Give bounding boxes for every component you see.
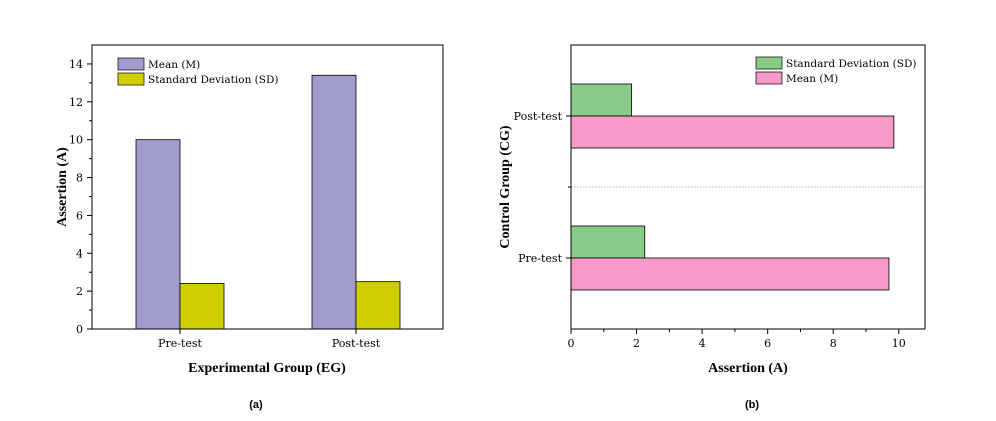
bar-mean-1 [311, 74, 357, 330]
x-tick-label: 0 [568, 337, 575, 350]
chart-b: 0 2 4 6 8 10 Pre-test Post-test Assertion (A) Con… [498, 44, 926, 411]
legend-swatch [117, 72, 145, 86]
y-tick-label: 4 [76, 247, 83, 260]
y-tick-label: 2 [76, 285, 83, 298]
y-axis-title: Assertion (A) [55, 147, 70, 227]
legend-swatch [755, 71, 783, 85]
y-tick-label: Pre-test [518, 252, 562, 265]
legend-label: Mean (M) [786, 73, 838, 85]
legend-label: Standard Deviation (SD) [148, 74, 278, 86]
y-tick-label: Post-test [514, 110, 563, 123]
x-tick-label: 10 [892, 337, 906, 350]
legend-label: Standard Deviation (SD) [786, 58, 916, 70]
x-axis-title: Experimental Group (EG) [188, 361, 346, 376]
y-tick-label: 0 [76, 323, 83, 336]
legend-swatch [755, 56, 783, 70]
chart-a: 0 2 4 6 8 10 12 14 Pre-test Post-test Experimental… [55, 44, 444, 411]
y-tick-label: 10 [69, 134, 83, 147]
x-tick-label: 8 [830, 337, 837, 350]
y-tick-label: 12 [69, 96, 83, 109]
bar-sd-0 [179, 283, 225, 330]
x-tick-label: 2 [633, 337, 640, 350]
bar-sd-0 [570, 225, 646, 259]
x-tick-label: 6 [764, 337, 771, 350]
x-axis-title: Assertion (A) [708, 361, 788, 376]
bar-mean-0 [135, 139, 181, 330]
y-tick-label: 6 [76, 209, 83, 222]
bar-sd-1 [570, 83, 633, 117]
x-tick-label: Post-test [332, 337, 381, 350]
panel-label-b: (b) [745, 399, 759, 411]
bar-mean-1 [570, 115, 895, 149]
bar-sd-1 [355, 281, 401, 330]
panel-label-a: (a) [249, 399, 263, 411]
legend-label: Mean (M) [148, 59, 200, 71]
y-tick-label: 14 [69, 58, 83, 71]
bar-mean-0 [570, 257, 890, 291]
x-tick-label: 4 [699, 337, 706, 350]
x-tick-label: Pre-test [158, 337, 202, 350]
legend-swatch [117, 57, 145, 71]
plot-frame [91, 44, 444, 330]
y-axis-title: Control Group (CG) [498, 125, 513, 248]
y-tick-label: 8 [76, 172, 83, 185]
